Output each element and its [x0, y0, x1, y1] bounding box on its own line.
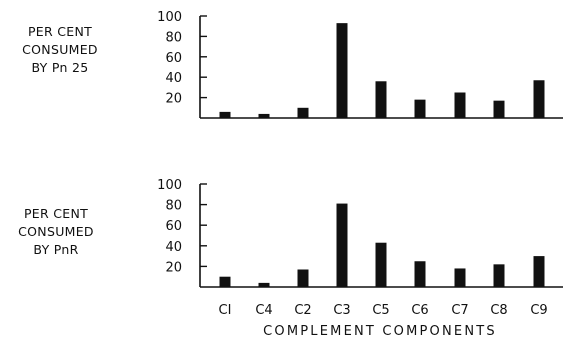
top-bar-c4 [258, 113, 270, 118]
top-bar-c7 [454, 92, 466, 118]
bottom-ytick-label-40: 40 [165, 240, 182, 255]
xtick-label-c5: C5 [372, 303, 389, 318]
bottom-bar-c6 [414, 261, 426, 287]
xtick-label-ci: CI [219, 303, 232, 318]
top-ytick-label-80: 80 [165, 30, 182, 45]
bottom-chart-ylabel: PER CENT CONSUMED BY PnR [0, 205, 116, 259]
top-ylabel-line-1: PER CENT [27, 24, 93, 39]
bottom-bar-c2 [297, 269, 309, 287]
top-bar-c3 [336, 23, 348, 118]
bottom-ytick-label-60: 60 [165, 219, 182, 234]
bottom-bar-c5 [375, 242, 387, 287]
top-ylabel-line-2: CONSUMED [22, 42, 98, 57]
top-ytick-label-100: 100 [157, 10, 182, 25]
top-bar-c6 [414, 99, 426, 118]
xtick-label-c2: C2 [294, 303, 311, 318]
bottom-bar-c4 [258, 282, 270, 287]
xtick-label-c7: C7 [451, 303, 468, 318]
bottom-ytick-label-100: 100 [157, 178, 182, 193]
top-bar-c8 [493, 100, 505, 118]
bottom-ylabel-line-3: BY PnR [33, 242, 79, 257]
xtick-label-c6: C6 [411, 303, 428, 318]
top-bar-c2 [297, 107, 309, 118]
bottom-ytick-label-80: 80 [165, 199, 182, 214]
bottom-bar-c8 [493, 264, 505, 287]
bottom-bar-c1 [219, 276, 231, 287]
top-bar-c9 [533, 80, 545, 118]
bottom-ylabel-line-1: PER CENT [23, 206, 89, 221]
top-chart-ylabel: PER CENT CONSUMED BY Pn 25 [0, 23, 120, 77]
top-bar-c5 [375, 81, 387, 118]
bottom-bar-c3 [336, 203, 348, 287]
top-ylabel-line-3: BY Pn 25 [31, 60, 89, 75]
xtick-label-c4: C4 [255, 303, 272, 318]
xtick-label-c8: C8 [490, 303, 507, 318]
top-ytick-label-40: 40 [165, 71, 182, 86]
bottom-bar-c9 [533, 256, 545, 287]
top-ytick-label-20: 20 [165, 92, 182, 107]
xtick-label-c3: C3 [333, 303, 350, 318]
x-axis-title: COMPLEMENT COMPONENTS [263, 324, 497, 339]
top-ytick-label-60: 60 [165, 51, 182, 66]
xtick-label-c9: C9 [530, 303, 547, 318]
top-bar-c1 [219, 111, 231, 118]
bottom-ylabel-line-2: CONSUMED [18, 224, 94, 239]
bottom-bar-c7 [454, 268, 466, 287]
bottom-ytick-label-20: 20 [165, 260, 182, 275]
